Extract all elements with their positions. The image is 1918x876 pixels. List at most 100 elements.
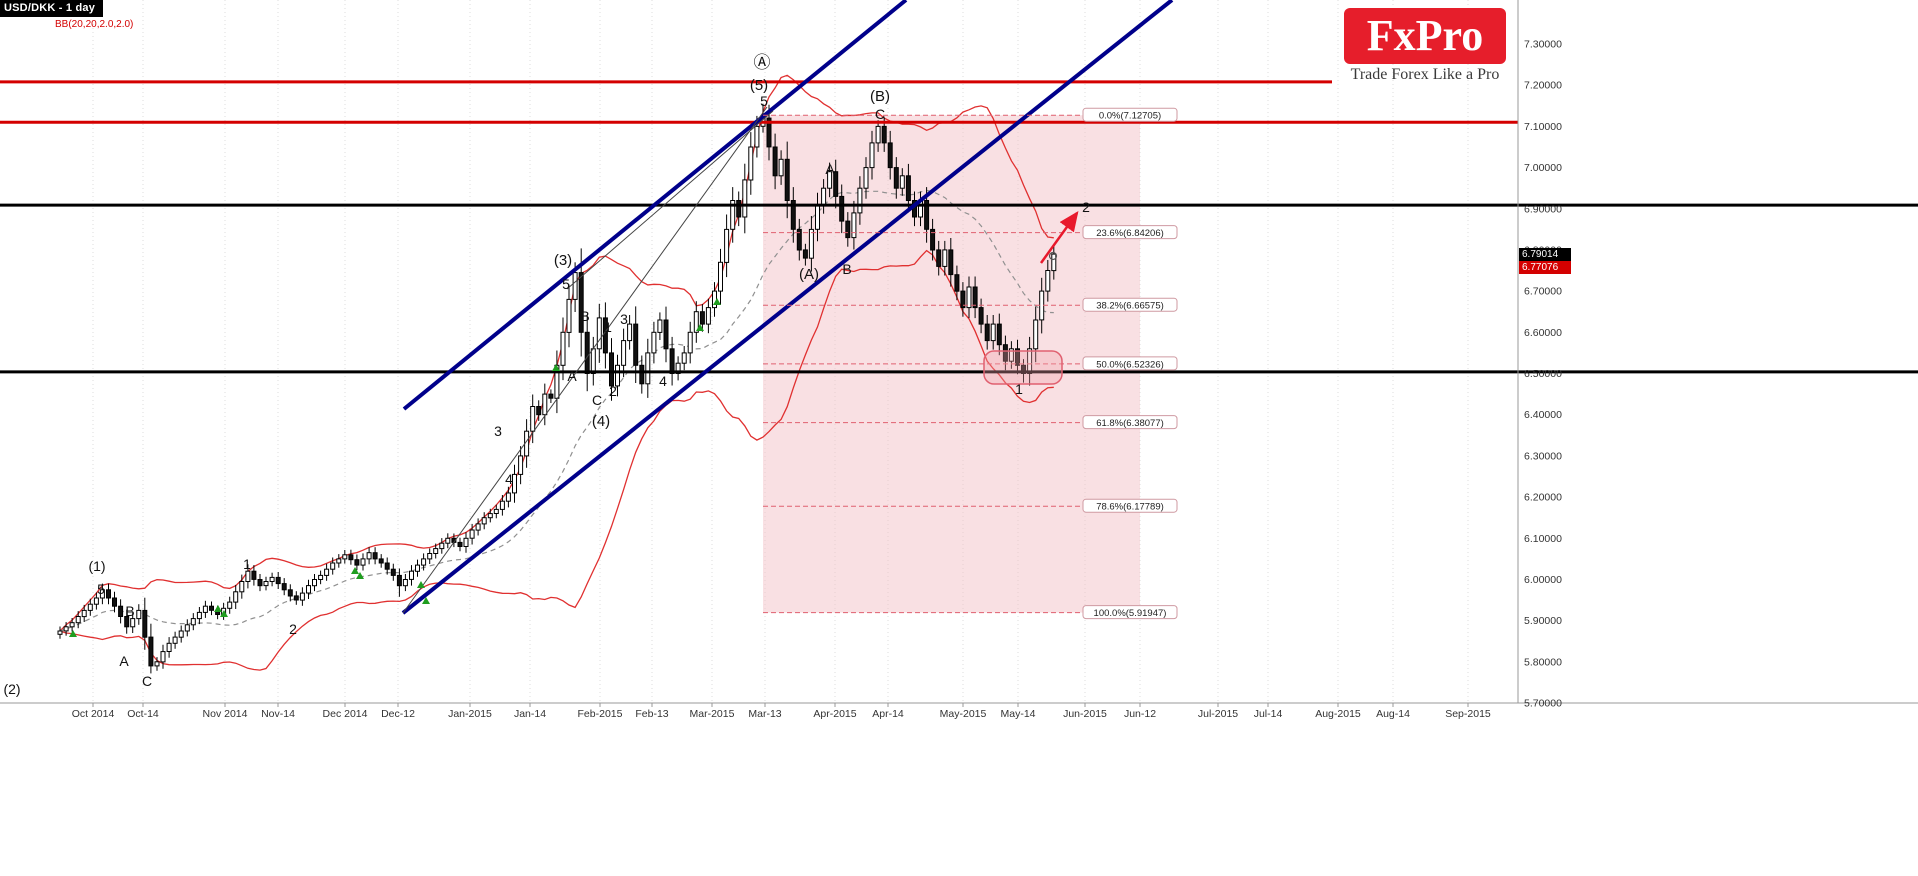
candle — [560, 317, 566, 381]
wave-label: C — [592, 392, 602, 408]
fib-label-box — [1082, 605, 1178, 620]
x-axis-label: Aug-14 — [1376, 708, 1410, 720]
candle — [596, 303, 602, 363]
wave-label: (B) — [870, 88, 890, 105]
current-bar-marker — [1048, 251, 1058, 261]
candle — [227, 596, 233, 614]
y-axis-label: 7.30000 — [1524, 39, 1562, 51]
y-axis-label: 6.10000 — [1524, 533, 1562, 545]
candle — [772, 133, 778, 190]
signal-marker — [422, 597, 430, 604]
trend-line[interactable] — [566, 110, 774, 290]
candle — [281, 578, 287, 596]
candle — [942, 240, 948, 276]
x-axis-label: May-2015 — [940, 708, 987, 720]
candle — [875, 120, 881, 152]
candle — [336, 554, 342, 568]
candle — [954, 265, 960, 301]
x-axis-label: Sep-2015 — [1445, 708, 1491, 720]
wave-label: 4 — [505, 471, 513, 487]
candle — [548, 389, 554, 403]
wave-label: 3 — [620, 311, 628, 327]
candle — [778, 150, 784, 185]
wave-label: (3) — [554, 252, 572, 269]
candle — [457, 537, 463, 552]
logo-tagline: Trade Forex Like a Pro — [1350, 66, 1500, 83]
plot-root: 0.0%(7.12705) 23.6%(6.84206) 38.2%(6.66575… — [0, 0, 1918, 720]
candle — [396, 568, 402, 597]
candle — [366, 547, 372, 565]
fib-label: 0.0%(7.12705) — [1099, 111, 1161, 122]
candle — [651, 321, 657, 364]
wave-label: (5) — [750, 77, 768, 94]
x-axis-label: Jun-2015 — [1063, 708, 1107, 720]
signal-marker — [214, 605, 222, 612]
candle — [602, 302, 608, 369]
candle — [1002, 335, 1008, 371]
trend-channel-line[interactable] — [402, 0, 908, 411]
wave-label: 2 — [1082, 199, 1090, 215]
candle — [966, 276, 972, 319]
candle — [930, 218, 936, 261]
wave-label: 1 — [243, 556, 251, 572]
candle — [342, 550, 348, 564]
y-axis-label: 6.40000 — [1524, 409, 1562, 421]
candle — [196, 607, 202, 625]
x-axis-label: Feb-13 — [635, 708, 668, 720]
candle — [1045, 260, 1051, 302]
candle — [481, 512, 487, 530]
candle — [851, 200, 857, 250]
fib-label: 100.0%(5.91947) — [1094, 608, 1167, 619]
candle — [75, 611, 81, 629]
candle — [378, 554, 384, 568]
candle — [69, 618, 75, 632]
candle — [833, 159, 839, 209]
candle — [621, 328, 627, 378]
candle — [887, 130, 893, 180]
candle — [427, 548, 433, 564]
trend-channel-line[interactable] — [401, 0, 1174, 615]
candle — [124, 609, 130, 634]
indicator-label: BB(20,20,2.0,2.0) — [55, 19, 134, 30]
candle — [433, 543, 439, 559]
wave-label: 5 — [562, 276, 570, 292]
signal-marker — [351, 567, 359, 574]
signal-marker — [356, 572, 364, 579]
candle — [166, 637, 172, 658]
trend-line[interactable] — [402, 106, 768, 614]
x-axis-label: Dec 2014 — [323, 708, 368, 720]
candle — [330, 557, 336, 575]
candle — [112, 591, 117, 613]
signal-marker — [220, 610, 228, 617]
candle — [390, 563, 396, 581]
x-axis-label: Jan-14 — [514, 708, 546, 720]
candle — [808, 216, 814, 272]
candle — [160, 644, 166, 669]
y-axis-label: 6.50000 — [1524, 368, 1562, 380]
y-axis-label: 6.20000 — [1524, 492, 1562, 504]
candle — [172, 631, 178, 649]
y-axis-label: 7.20000 — [1524, 80, 1562, 92]
candle — [512, 464, 517, 503]
candle — [566, 284, 572, 348]
fib-label-box — [1082, 356, 1178, 371]
wave-label: 2 — [609, 383, 617, 399]
candle — [899, 168, 905, 196]
fib-label: 38.2%(6.66575) — [1096, 301, 1164, 312]
candle — [802, 243, 808, 266]
wave-label: C — [142, 673, 152, 689]
candle — [615, 354, 620, 397]
candle — [475, 518, 481, 536]
signal-marker — [713, 298, 721, 305]
candle — [106, 583, 111, 605]
candle — [293, 591, 299, 605]
y-axis-label: 6.70000 — [1524, 286, 1562, 298]
candle — [742, 163, 748, 234]
candle — [287, 584, 293, 602]
wave-label: (1) — [88, 558, 105, 574]
candle — [178, 625, 184, 643]
projection-arrow[interactable] — [1039, 210, 1079, 264]
candle — [857, 176, 863, 225]
